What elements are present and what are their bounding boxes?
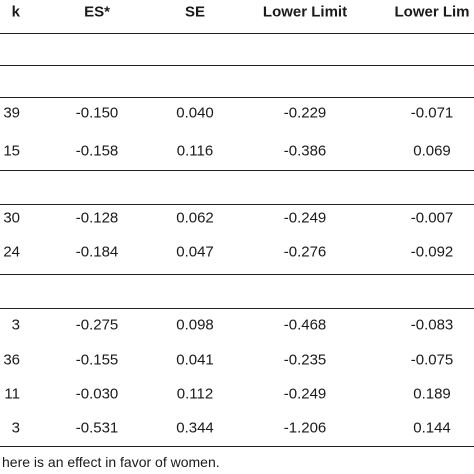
table-cell: -0.128 bbox=[75, 209, 119, 227]
table-cell: -0.276 bbox=[283, 243, 327, 261]
table-cell: 39 bbox=[3, 104, 20, 122]
table-cell: 0.116 bbox=[176, 142, 214, 160]
table-cell: -0.249 bbox=[283, 209, 327, 227]
table-cell: 30 bbox=[3, 209, 20, 227]
table-cell: -0.386 bbox=[283, 142, 327, 160]
group-rule bbox=[0, 170, 474, 171]
group-rule bbox=[0, 97, 474, 98]
header-cell: SE bbox=[184, 3, 206, 21]
table-cell: -1.206 bbox=[283, 419, 327, 437]
table-cell: 3 bbox=[11, 316, 20, 334]
group-rule bbox=[0, 308, 474, 309]
header-cell: ES* bbox=[84, 3, 110, 21]
footnote: here is an effect in favor of women. bbox=[2, 454, 220, 470]
table-cell: -0.235 bbox=[283, 351, 327, 369]
header-cell: Lower Lim bbox=[394, 3, 470, 21]
bottom-rule bbox=[0, 446, 474, 447]
table-cell: 3 bbox=[11, 419, 20, 437]
table-cell: -0.092 bbox=[410, 243, 454, 261]
table-cell: -0.184 bbox=[75, 243, 119, 261]
group-rule bbox=[0, 65, 474, 66]
header-cell: k bbox=[11, 3, 20, 21]
table-cell: -0.531 bbox=[75, 419, 119, 437]
table-cell: -0.075 bbox=[410, 351, 454, 369]
group-rule bbox=[0, 204, 474, 205]
table-cell: -0.030 bbox=[75, 385, 119, 403]
table-cell: -0.249 bbox=[283, 385, 327, 403]
header-rule bbox=[0, 33, 474, 34]
table-cell: 0.047 bbox=[176, 243, 214, 261]
table-cell: -0.275 bbox=[75, 316, 119, 334]
table-cell: 0.189 bbox=[413, 385, 451, 403]
table-cell: 0.098 bbox=[176, 316, 214, 334]
table-cell: 0.041 bbox=[176, 351, 214, 369]
table-cell: -0.468 bbox=[283, 316, 327, 334]
table-cell: 0.069 bbox=[413, 142, 451, 160]
table-cell: -0.150 bbox=[75, 104, 119, 122]
table-cell: 0.144 bbox=[413, 419, 451, 437]
table-cell: -0.083 bbox=[410, 316, 454, 334]
table-cell: -0.071 bbox=[410, 104, 454, 122]
table-cell: 24 bbox=[3, 243, 20, 261]
table-cell: 11 bbox=[4, 385, 20, 403]
group-rule bbox=[0, 274, 474, 275]
table-cell: -0.229 bbox=[283, 104, 327, 122]
table-cell: 0.062 bbox=[176, 209, 214, 227]
table-cell: -0.007 bbox=[410, 209, 454, 227]
table-cell: -0.158 bbox=[75, 142, 119, 160]
header-cell: Lower Limit bbox=[262, 3, 348, 21]
table-cell: 0.040 bbox=[176, 104, 214, 122]
table-cell: 0.112 bbox=[176, 385, 214, 403]
table-cell: 36 bbox=[3, 351, 20, 369]
table-cell: -0.155 bbox=[75, 351, 119, 369]
table-cell: 0.344 bbox=[176, 419, 214, 437]
table-cell: 15 bbox=[3, 142, 20, 160]
